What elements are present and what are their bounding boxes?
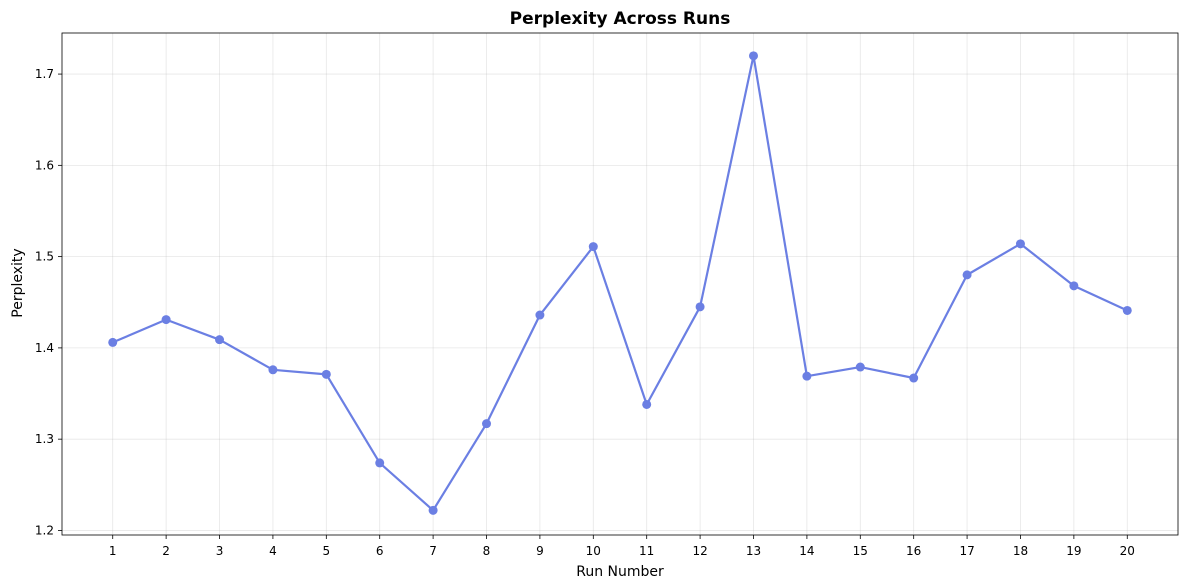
chart-title: Perplexity Across Runs — [510, 9, 731, 29]
x-tick-label: 17 — [959, 544, 974, 558]
data-point — [482, 419, 492, 429]
x-tick-label: 1 — [109, 544, 117, 558]
x-tick-label: 13 — [746, 544, 761, 558]
x-tick-label: 9 — [536, 544, 544, 558]
x-tick-label: 14 — [799, 544, 814, 558]
x-axis-label: Run Number — [576, 564, 664, 580]
x-tick-label: 4 — [269, 544, 277, 558]
x-tick-label: 19 — [1066, 544, 1081, 558]
x-tick-label: 2 — [162, 544, 170, 558]
data-point — [428, 505, 438, 515]
x-tick-label: 20 — [1120, 544, 1135, 558]
data-point — [1015, 239, 1025, 249]
series-points — [108, 51, 1132, 515]
x-tick-label: 18 — [1013, 544, 1028, 558]
y-tick-label: 1.6 — [35, 158, 54, 172]
data-point — [695, 302, 705, 312]
data-point — [535, 310, 545, 320]
data-point — [161, 315, 171, 325]
y-tick-label: 1.7 — [35, 67, 54, 81]
data-point — [962, 270, 972, 280]
data-point — [642, 399, 652, 409]
data-point — [748, 51, 758, 61]
data-point — [1122, 305, 1132, 315]
axis-ticks: 1 2 3 4 5 6 7 8 9 10 11 12 13 14 15 16 17 18 19 201.21.31.4… — [35, 67, 1135, 558]
x-tick-label: 8 — [483, 544, 491, 558]
x-tick-label: 16 — [906, 544, 921, 558]
data-point — [215, 335, 225, 345]
x-tick-label: 6 — [376, 544, 384, 558]
data-point — [268, 365, 278, 375]
x-tick-label: 12 — [692, 544, 707, 558]
data-point — [108, 337, 118, 347]
series-line — [111, 54, 1129, 512]
y-tick-label: 1.5 — [35, 250, 54, 264]
x-tick-label: 10 — [586, 544, 601, 558]
x-tick-label: 7 — [429, 544, 437, 558]
data-point — [802, 371, 812, 381]
data-point — [321, 369, 331, 379]
y-axis-label: Perplexity — [10, 248, 26, 317]
series-lines — [111, 54, 1129, 512]
x-tick-label: 11 — [639, 544, 654, 558]
data-point — [1069, 281, 1079, 291]
data-point — [855, 362, 865, 372]
y-tick-label: 1.4 — [35, 341, 54, 355]
x-tick-label: 15 — [853, 544, 868, 558]
data-point — [909, 373, 919, 383]
y-tick-label: 1.3 — [35, 432, 54, 446]
grid — [62, 33, 1178, 535]
data-point — [588, 242, 598, 252]
plot-area-frame — [61, 32, 1179, 536]
x-tick-label: 3 — [216, 544, 224, 558]
y-tick-label: 1.2 — [35, 523, 54, 537]
x-tick-label: 5 — [322, 544, 330, 558]
data-point — [375, 458, 385, 468]
